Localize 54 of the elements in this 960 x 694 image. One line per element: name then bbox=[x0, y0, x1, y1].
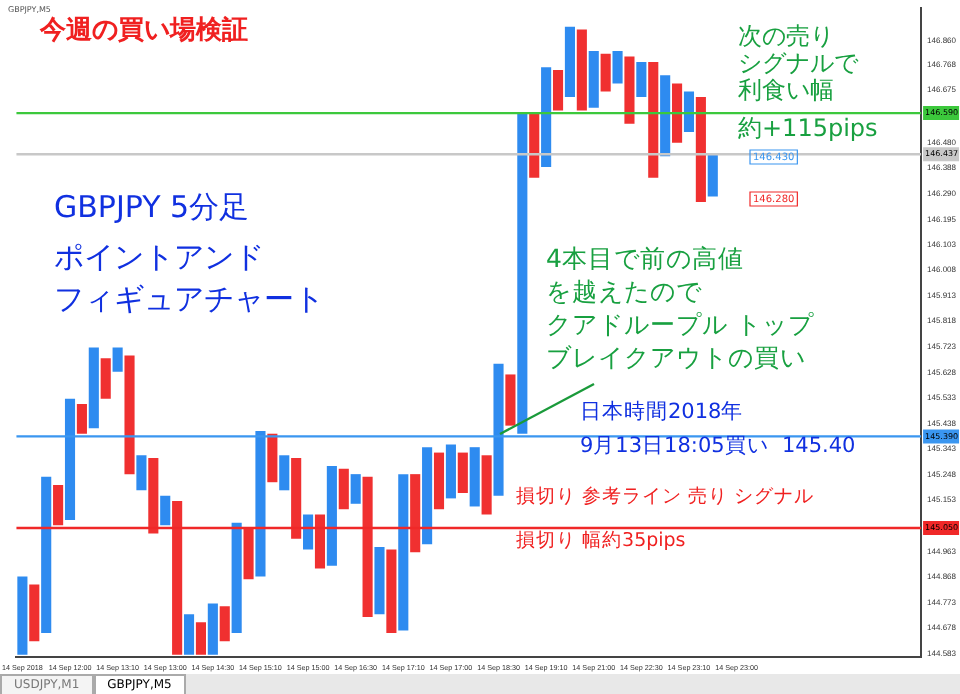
bar bbox=[326, 466, 337, 566]
annotation: 次の売りシグナルで利食い幅約+115pips bbox=[738, 22, 878, 143]
bar bbox=[76, 404, 87, 434]
bar bbox=[660, 75, 671, 157]
bar bbox=[279, 455, 290, 491]
bar bbox=[160, 495, 171, 526]
annotation: 損切り 幅約35pips bbox=[516, 528, 686, 553]
bar bbox=[398, 474, 409, 631]
bar bbox=[552, 69, 564, 111]
bar bbox=[219, 606, 230, 642]
bar bbox=[481, 455, 492, 515]
bar bbox=[350, 474, 361, 504]
bar bbox=[624, 56, 635, 124]
bar bbox=[636, 61, 647, 97]
bar bbox=[433, 452, 445, 510]
bar bbox=[100, 358, 111, 399]
chart-title: 今週の買い場検証 bbox=[38, 13, 248, 46]
bar bbox=[183, 614, 195, 655]
bar bbox=[386, 549, 397, 634]
bar bbox=[41, 476, 52, 634]
bar bbox=[469, 447, 480, 507]
bar bbox=[541, 67, 552, 167]
bar bbox=[695, 96, 706, 202]
bar bbox=[612, 51, 623, 84]
bar bbox=[374, 546, 385, 615]
bar bbox=[648, 61, 659, 178]
bar bbox=[672, 83, 683, 143]
annotation: 損切り 参考ライン 売り シグナル bbox=[516, 484, 815, 509]
bar bbox=[124, 355, 135, 475]
bar bbox=[207, 603, 218, 655]
bar bbox=[112, 347, 123, 372]
bar bbox=[576, 29, 587, 111]
bar bbox=[588, 51, 599, 108]
bar bbox=[136, 455, 147, 491]
bar bbox=[445, 444, 456, 499]
bar bbox=[195, 622, 206, 655]
bar bbox=[600, 53, 611, 92]
bar bbox=[338, 468, 349, 510]
bar bbox=[683, 91, 695, 132]
annotation: GBPJPY 5分足ポイントアンドフィギュアチャート bbox=[54, 188, 324, 317]
bar bbox=[457, 452, 468, 493]
bar bbox=[29, 584, 40, 642]
annotation: 日本時間2018年9月13日18:05買い 145.40 bbox=[580, 397, 856, 458]
annotation: 4本目で前の高値を越えたのでクアドループル トップブレイクアウトの買い bbox=[546, 243, 816, 372]
bar bbox=[267, 433, 278, 483]
bar bbox=[303, 514, 314, 550]
bar bbox=[564, 26, 575, 97]
bar bbox=[505, 374, 516, 426]
bar bbox=[707, 153, 718, 197]
bar bbox=[231, 522, 242, 634]
bar bbox=[17, 576, 28, 655]
bar bbox=[529, 113, 540, 178]
bar bbox=[422, 447, 433, 545]
bar bbox=[88, 347, 99, 429]
